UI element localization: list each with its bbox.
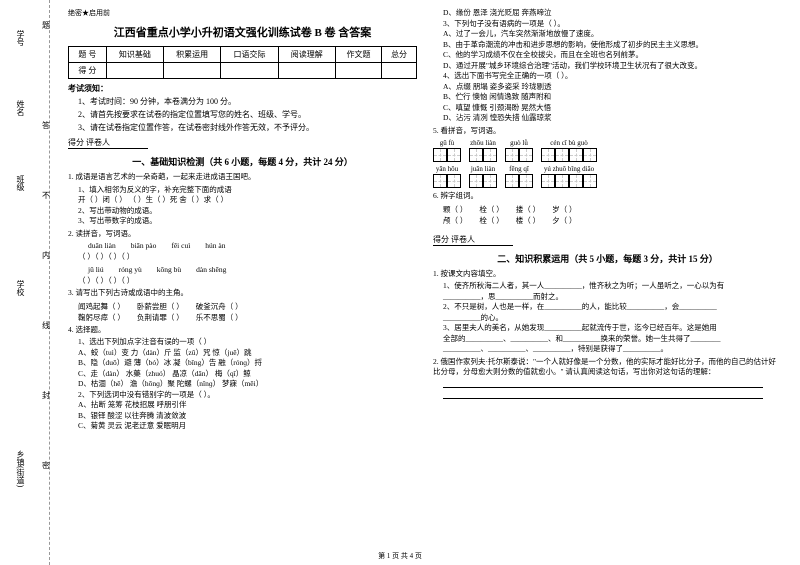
left-column: 绝密★启用前 江西省重点小学小升初语文强化训练试卷 B 卷 含答案 题 号 知识… — [60, 8, 425, 557]
q4-2: 2、下列选词中没有错别字的一项是（ ）。 — [78, 390, 417, 401]
pinyin-grid-row2: yān hǒu juān liàn fēng qī yú zhuō bǐng d… — [433, 165, 782, 188]
marker: 内 — [42, 250, 50, 261]
notice: 1、考试时间：90 分钟，本卷满分为 100 分。 — [78, 96, 417, 107]
opt: C、菊黄 灵云 泥老迂意 爱眠明月 — [78, 421, 417, 432]
notice: 2、请首先按要求在试卷的指定位置填写您的姓名、班级、学号。 — [78, 109, 417, 120]
th: 积累运用 — [164, 47, 221, 63]
notice-title: 考试须知： — [68, 83, 417, 94]
q3-item: 乐不思蜀（ ） — [196, 312, 243, 323]
opt: B、隐（duō）避 薄（bó）冰 凝（bǐng）告 融（rónɡ）捋 — [78, 358, 417, 369]
py: jǔ liú — [88, 265, 104, 274]
q6-item: 颅（ ） — [443, 215, 467, 226]
q3-item: 卧薪尝胆（ ） — [137, 301, 184, 312]
marker: 题 — [42, 20, 50, 31]
score-table: 题 号 知识基础 积累运用 口语交际 阅读理解 作文题 总分 得 分 — [68, 46, 417, 79]
q4-4: 4、选出下面书写完全正确的一项（ ）。 — [443, 71, 782, 82]
opt: D、枯涸（hē） 澹（hōnɡ）聚 陀螺（nǐnɡ） 梦寐（mēi） — [78, 379, 417, 390]
q4-1: 1、选出下列加点字注音有误的一项（ ） — [78, 337, 417, 348]
q1-1: 1、填入相邻为反义的字，补充完整下面的成语 — [78, 185, 417, 196]
s2-q1-item: 2、不只是树，人也是一样，在__________的人，能比较__________… — [443, 302, 782, 313]
row-label: 得 分 — [69, 63, 107, 79]
py: dàn shēng — [196, 265, 226, 274]
py: hún àn — [205, 241, 225, 250]
q2: 2. 读拼音，写词语。 — [68, 229, 417, 240]
opt: B、伫行 懊恼 闲情逸致 随声附和 — [443, 92, 782, 103]
q5: 5. 看拼音，写词语。 — [433, 126, 782, 137]
q6-item: 颗（ ） — [443, 204, 467, 215]
q3: 3. 请写出下列古诗或成语中的主角。 — [68, 288, 417, 299]
opt: C、走（dàn） 水藥（zhuó） 晶凉（dān） 梅（qǐ）鲸 — [78, 369, 417, 380]
s2-q1-item: __________、__________、__________，特别是获得了_… — [443, 344, 782, 355]
q3-item: 鞠躬尽瘁（ ） — [78, 312, 125, 323]
side-label-school: 学校 — [15, 280, 26, 296]
opt: C、他的学习成绩不仅在全校拔尖，而且在全班也名列前茅。 — [443, 50, 782, 61]
q1: 1. 成语是语言艺术的一朵奇葩，一起来走进成语王国吧。 — [68, 172, 417, 183]
notice: 3、请在试卷指定位置作答，在试卷密封线外作答无效，不予评分。 — [78, 122, 417, 133]
s2-q2: 2. 俄国作家列夫·托尔斯泰说："一个人就好像是一个分数，他的实际才能好比分子，… — [433, 357, 782, 378]
th: 阅读理解 — [278, 47, 335, 63]
pinyin-grid-row1: gū fù zhōu liàn guò lǜ cén cǐ bù guò — [433, 139, 782, 162]
marker: 线 — [42, 320, 50, 331]
q1-2: 2、写出带动物的成语。 — [78, 206, 417, 217]
s2-q1-item: __________的心。 — [443, 313, 782, 324]
q3-item: 闻鸡起舞（ ） — [78, 301, 125, 312]
side-label-class: 班级 — [15, 175, 26, 191]
th: 口语交际 — [221, 47, 278, 63]
q1-3: 3、写出带数字的成语。 — [78, 216, 417, 227]
opt: D、沾污 清冽 惶恐失措 仙露琼浆 — [443, 113, 782, 124]
py: kōng bù — [157, 265, 181, 274]
th: 题 号 — [69, 47, 107, 63]
scorer-box: 得分 评卷人 — [68, 135, 417, 151]
side-label-name: 姓名 — [15, 100, 26, 116]
marker: 不 — [42, 190, 50, 201]
secret-tag: 绝密★启用前 — [68, 8, 417, 18]
q6-item: 楼（ ） — [516, 215, 540, 226]
s2-q1-item: 3、居里夫人的美名，从她发现__________起就流传于世，迄今已经百年。这是… — [443, 323, 782, 334]
marker: 封 — [42, 390, 50, 401]
s2-q1-item: __________，思__________而射之。 — [443, 292, 782, 303]
q1-1-items: 开（ ）闭（ ） （ ）生（ ）死 舍（ ）求（ ） — [78, 195, 417, 206]
q6-item: 岁（ ） — [552, 204, 576, 215]
q3-item: 负荆请罪（ ） — [137, 312, 184, 323]
side-label-town: 乡镇(街道) — [15, 450, 26, 487]
opt: A、拈断 笼筹 花枝招展 呼朋引伴 — [78, 400, 417, 411]
marker: 答 — [42, 120, 50, 131]
q4: 4. 选择题。 — [68, 325, 417, 336]
section2-title: 二、知识积累运用（共 5 小题，每题 3 分，共计 15 分） — [433, 252, 782, 265]
th: 作文题 — [335, 47, 381, 63]
q6-item: 栓（ ） — [479, 215, 503, 226]
q6-item: 搂（ ） — [516, 204, 540, 215]
s2-q1: 1. 按课文内容填空。 — [433, 269, 782, 280]
q6-item: 栓（ ） — [479, 204, 503, 215]
exam-title: 江西省重点小学小升初语文强化训练试卷 B 卷 含答案 — [68, 24, 417, 40]
opt: B、银铎 酸涩 以往奔腾 清波敛波 — [78, 411, 417, 422]
q4-3: 3、下列句子没有语病的一项是（ ）。 — [443, 19, 782, 30]
marker: 密 — [42, 460, 50, 471]
q3-item: 破釜沉舟（ ） — [196, 301, 243, 312]
py: biān pào — [131, 241, 157, 250]
opt: A、过了一会儿，汽车突然渐渐地放慢了速度。 — [443, 29, 782, 40]
section1-title: 一、基础知识检测（共 6 小题，每题 4 分，共计 24 分） — [68, 155, 417, 168]
right-column: D、缘份 恩泽 浇光贬屈 奔燕啼泣 3、下列句子没有语病的一项是（ ）。 A、过… — [425, 8, 790, 557]
scorer-box: 得分 评卷人 — [433, 232, 782, 248]
th: 总分 — [382, 47, 417, 63]
page-footer: 第 1 页 共 4 页 — [0, 551, 800, 561]
py: duǎn liàn — [88, 241, 116, 250]
opt: A、蛟（tuì）变 力（dàn）斤 监（zǔ）咒 惊（juē）跳 — [78, 348, 417, 359]
opt: B、由于革命潮流的冲击和进步思想的影响，使他形成了初步的民主主义思想。 — [443, 40, 782, 51]
s2-q1-item: 全部的__________、__________、和__________换来的荣… — [443, 334, 782, 345]
binding-sidebar: 学号 姓名 班级 学校 乡镇(街道) 题 答 不 内 线 封 密 — [0, 0, 50, 565]
opt: D、缘份 恩泽 浇光贬屈 奔燕啼泣 — [443, 8, 782, 19]
s2-q1-item: 1、使齐所秋海二人者，其一人__________，惟齐秋之为听；一人虽听之，一心… — [443, 281, 782, 292]
q6-item: 夕（ ） — [552, 215, 576, 226]
py: fěi cuì — [171, 241, 190, 250]
th: 知识基础 — [106, 47, 163, 63]
q6: 6. 辨字组词。 — [433, 191, 782, 202]
opt: C、嗔望 慷慨 引颈渴盼 晃然大悟 — [443, 103, 782, 114]
side-label-id: 学号 — [15, 30, 26, 46]
opt: D、通过开展"城乡环境综合治理"活动，我们学校环境卫生状况有了很大改变。 — [443, 61, 782, 72]
py: róng yù — [119, 265, 142, 274]
opt: A、点缀 朋塌 姿多姿采 玲珑剔透 — [443, 82, 782, 93]
